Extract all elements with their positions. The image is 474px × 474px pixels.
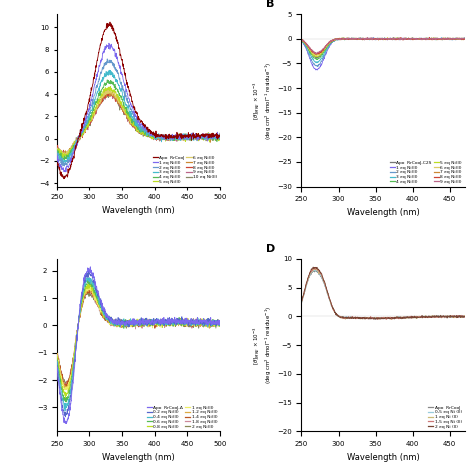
Legend: Apo  RrCooJ-Δ, 0.2 eq Ni(II), 0.4 eq Ni(II), 0.6 eq Ni(II), 0.8 eq Ni(II), 1 eq : Apo RrCooJ-Δ, 0.2 eq Ni(II), 0.4 eq Ni(I… — [146, 405, 218, 429]
Legend: Apo  RrCooJ, 0,5 eq Ni (II), 1 eq Ni (II), 1,5 eq Ni (II), 2 eq Ni (II): Apo RrCooJ, 0,5 eq Ni (II), 1 eq Ni (II)… — [428, 405, 462, 429]
Y-axis label: $[\theta]_{MRE}$ × 10$^{-3}$
(deg cm$^2$ dmol$^{-1}$ residue$^{-1}$): $[\theta]_{MRE}$ × 10$^{-3}$ (deg cm$^2$… — [252, 306, 274, 384]
Text: D: D — [265, 244, 275, 254]
Text: B: B — [265, 0, 274, 9]
Y-axis label: $[\theta]_{MRE}$ × 10$^{-3}$
(deg cm$^2$ dmol$^{-1}$ residue$^{-1}$): $[\theta]_{MRE}$ × 10$^{-3}$ (deg cm$^2$… — [252, 61, 274, 139]
X-axis label: Wavelength (nm): Wavelength (nm) — [102, 453, 175, 462]
Legend: Apo  RrCooJ-C2S, 1 eq Ni(II), 2 eq Ni(II), 3 eq Ni(II), 4 eq Ni(II), 5 eq Ni(II): Apo RrCooJ-C2S, 1 eq Ni(II), 2 eq Ni(II)… — [389, 160, 462, 184]
X-axis label: Wavelength (nm): Wavelength (nm) — [102, 206, 175, 215]
X-axis label: Wavelength (nm): Wavelength (nm) — [346, 208, 419, 217]
X-axis label: Wavelength (nm): Wavelength (nm) — [346, 453, 419, 462]
Legend: Apo  RrCooJ, 1 eq Ni(II), 2 eq Ni(II), 3 eq Ni(II), 4 eq Ni(II), 5 eq Ni(II), 6 : Apo RrCooJ, 1 eq Ni(II), 2 eq Ni(II), 3 … — [152, 155, 218, 184]
